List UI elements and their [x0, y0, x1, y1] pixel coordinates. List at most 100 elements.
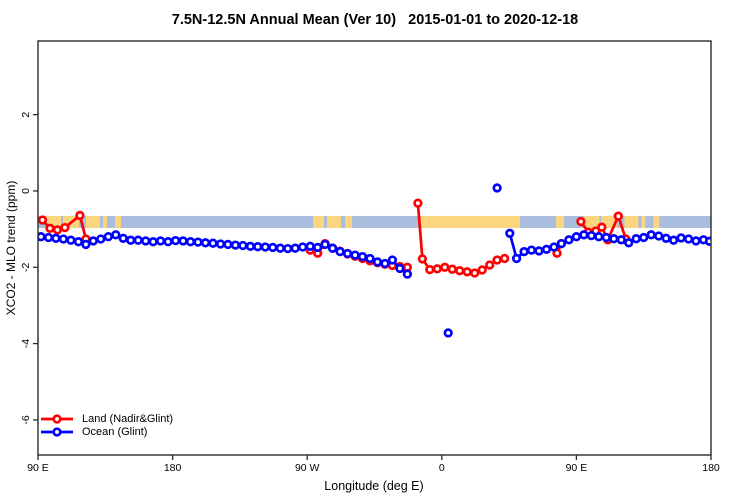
data-point-marker	[571, 232, 582, 242]
data-point-marker	[245, 241, 256, 251]
y-tick-label: -4	[20, 339, 32, 348]
data-point-marker	[519, 246, 529, 257]
data-point-marker	[455, 266, 465, 276]
legend-label-land: Land (Nadir&Glint)	[82, 412, 174, 425]
data-point-marker	[357, 251, 368, 262]
data-point-marker	[126, 235, 136, 245]
data-point-marker	[601, 232, 611, 243]
data-point-marker	[586, 230, 597, 241]
data-point-marker	[380, 258, 390, 269]
land-strip-patch	[86, 215, 101, 228]
data-point-marker	[470, 268, 480, 278]
data-point-marker	[413, 198, 423, 208]
data-point-marker	[51, 233, 61, 243]
data-point-marker	[576, 216, 586, 227]
data-point-marker	[395, 263, 405, 274]
data-point-marker	[230, 240, 241, 250]
plot-data-layer	[38, 183, 711, 338]
data-point-marker	[609, 234, 619, 244]
data-point-marker	[477, 265, 487, 275]
data-point-marker	[505, 228, 515, 238]
data-point-marker	[372, 257, 383, 267]
land-strip-patch	[313, 215, 324, 228]
data-point-marker	[556, 238, 567, 249]
data-point-marker	[661, 233, 671, 243]
plot-frame	[37, 40, 712, 456]
data-point-marker	[549, 242, 559, 252]
data-point-marker	[208, 238, 218, 248]
data-point-marker	[215, 239, 226, 249]
x-tick-label: 90 E	[27, 462, 49, 474]
data-point-marker	[141, 236, 151, 246]
y-tick-label: 0	[20, 188, 32, 194]
legend: Land (Nadir&Glint) Ocean (Glint)	[39, 412, 173, 439]
data-point-marker	[103, 232, 113, 242]
land-strip-patch	[624, 215, 639, 228]
land-strip-patch	[419, 215, 521, 228]
data-point-marker	[440, 262, 450, 272]
data-point-marker	[492, 255, 502, 265]
x-tick-label: 90 E	[566, 462, 588, 474]
data-point-marker	[118, 233, 128, 243]
data-point-marker	[66, 235, 76, 245]
y-tick-label: -6	[20, 415, 32, 424]
data-point-marker	[320, 239, 330, 250]
data-point-marker	[88, 236, 98, 246]
x-axis-label: Longitude (deg E)	[324, 479, 424, 493]
data-point-marker	[81, 239, 91, 250]
data-point-marker	[200, 238, 211, 248]
y-tick-label: -2	[20, 262, 32, 271]
data-point-marker	[148, 237, 158, 247]
legend-item-ocean: Ocean (Glint)	[39, 426, 173, 440]
data-point-marker	[60, 222, 70, 233]
data-point-marker	[223, 239, 233, 250]
data-point-marker	[462, 267, 472, 277]
data-point-marker	[526, 245, 537, 255]
data-point-marker	[616, 235, 626, 245]
data-point-marker	[485, 260, 495, 270]
data-point-marker	[387, 255, 398, 265]
data-point-marker	[691, 236, 701, 246]
data-point-marker	[290, 243, 300, 253]
data-point-marker	[313, 242, 323, 253]
land-strip-patch	[115, 215, 122, 228]
data-point-marker	[327, 243, 338, 253]
data-point-marker	[499, 253, 510, 264]
data-point-marker	[704, 236, 711, 246]
data-point-marker	[298, 242, 308, 252]
land-strip-patch	[641, 215, 646, 228]
data-point-marker	[73, 237, 84, 247]
land-strip-patch	[103, 215, 107, 228]
chart-title: 7.5N-12.5N Annual Mean (Ver 10) 2015-01-…	[171, 12, 579, 28]
data-point-marker	[133, 235, 143, 245]
data-point-marker	[432, 264, 442, 274]
data-point-marker	[350, 250, 360, 260]
legend-label-ocean: Ocean (Glint)	[82, 426, 148, 439]
data-point-marker	[52, 225, 63, 235]
data-point-marker	[335, 246, 345, 257]
land-strip-patch	[345, 215, 353, 228]
data-point-marker	[417, 254, 428, 264]
data-point-marker	[253, 242, 263, 252]
data-point-marker	[58, 234, 69, 244]
data-point-marker	[631, 234, 641, 244]
data-point-marker	[534, 246, 544, 256]
data-point-marker	[597, 222, 607, 232]
data-point-marker	[275, 243, 285, 253]
data-point-marker	[683, 234, 694, 244]
data-point-marker	[594, 232, 604, 242]
data-point-marker	[283, 243, 293, 254]
data-point-marker	[646, 230, 656, 240]
land-strip-patch	[326, 215, 341, 228]
x-tick-label: 90 W	[295, 462, 320, 474]
data-point-marker	[639, 232, 649, 243]
ocean-series-marker-icon	[41, 427, 73, 437]
data-point-marker	[342, 248, 353, 259]
data-point-marker	[624, 238, 634, 248]
data-point-marker	[305, 241, 315, 251]
data-point-marker	[238, 240, 248, 251]
data-point-marker	[178, 236, 188, 246]
y-tick-label: 2	[20, 112, 32, 118]
data-point-marker	[96, 234, 106, 244]
data-point-marker	[425, 264, 435, 275]
